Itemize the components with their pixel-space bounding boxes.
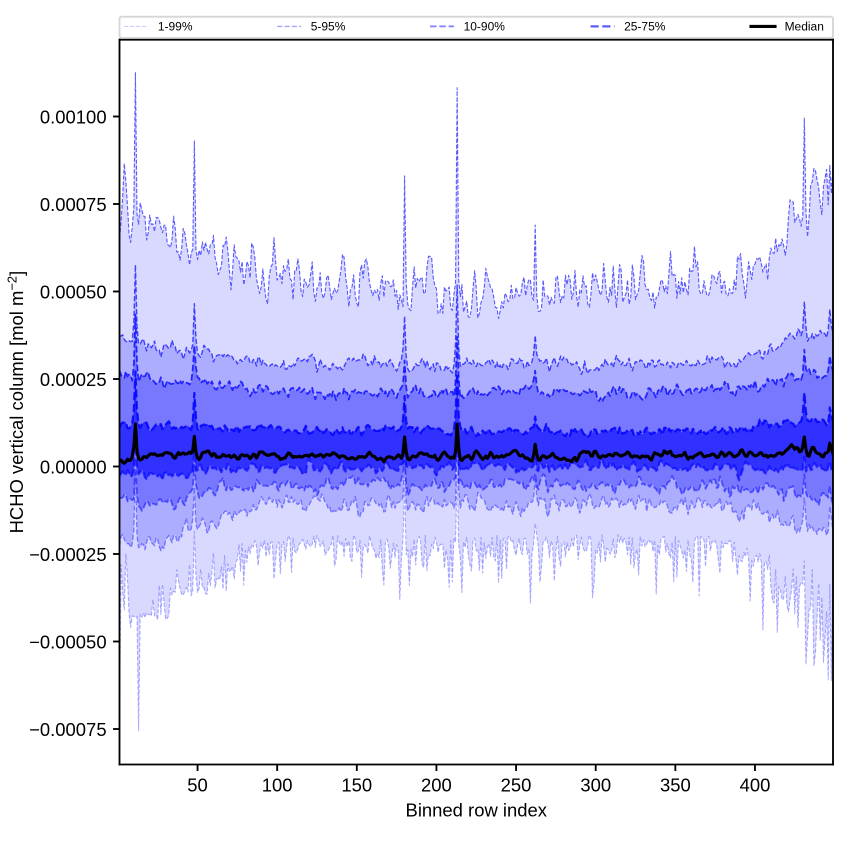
svg-text:100: 100 — [262, 774, 293, 795]
svg-text:150: 150 — [341, 774, 372, 795]
svg-text:1-99%: 1-99% — [158, 20, 193, 34]
svg-text:−0.00075: −0.00075 — [29, 719, 106, 740]
svg-text:50: 50 — [187, 774, 208, 795]
svg-text:10-90%: 10-90% — [464, 20, 506, 34]
svg-text:−0.00050: −0.00050 — [29, 632, 106, 653]
svg-text:250: 250 — [501, 774, 532, 795]
svg-text:0.00000: 0.00000 — [40, 457, 107, 478]
svg-text:Median: Median — [785, 20, 824, 34]
svg-text:350: 350 — [660, 774, 691, 795]
svg-text:300: 300 — [580, 774, 611, 795]
svg-text:0.00075: 0.00075 — [40, 194, 107, 215]
svg-text:200: 200 — [421, 774, 452, 795]
svg-text:0.00025: 0.00025 — [40, 369, 107, 390]
svg-text:0.00100: 0.00100 — [40, 106, 107, 127]
svg-text:HCHO vertical column [mol m−2]: HCHO vertical column [mol m−2] — [5, 271, 27, 534]
svg-text:−0.00025: −0.00025 — [29, 544, 106, 565]
svg-text:Binned row index: Binned row index — [406, 800, 548, 821]
svg-text:5-95%: 5-95% — [311, 20, 346, 34]
svg-text:400: 400 — [740, 774, 771, 795]
svg-text:25-75%: 25-75% — [624, 20, 666, 34]
svg-text:0.00050: 0.00050 — [40, 282, 107, 303]
